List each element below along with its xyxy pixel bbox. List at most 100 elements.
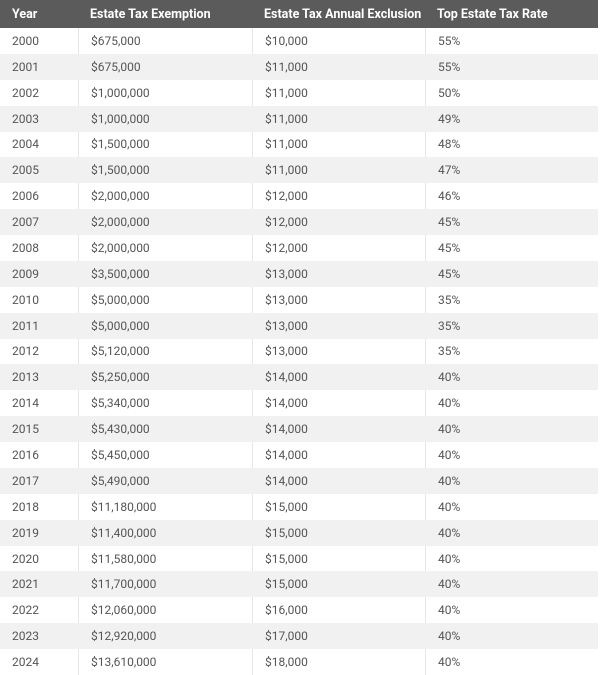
table-cell: 40% bbox=[425, 545, 598, 572]
table-cell: $13,000 bbox=[252, 312, 425, 339]
table-cell: $1,500,000 bbox=[78, 157, 252, 184]
table-cell: 40% bbox=[425, 597, 598, 624]
table-cell: $11,000 bbox=[252, 53, 425, 80]
table-cell: $14,000 bbox=[252, 364, 425, 391]
table-cell: $5,490,000 bbox=[78, 467, 252, 494]
table-cell: 2019 bbox=[0, 519, 78, 546]
header-cell: Estate Tax Exemption bbox=[78, 0, 252, 28]
table-cell: $1,000,000 bbox=[78, 79, 252, 106]
table-cell: 2011 bbox=[0, 312, 78, 339]
table-cell: $5,340,000 bbox=[78, 390, 252, 417]
table-cell: 40% bbox=[425, 416, 598, 443]
table-cell: 2003 bbox=[0, 105, 78, 132]
table-cell: $5,430,000 bbox=[78, 416, 252, 443]
table-cell: $11,400,000 bbox=[78, 519, 252, 546]
table-cell: 46% bbox=[425, 183, 598, 210]
table-cell: 55% bbox=[425, 28, 598, 54]
table-cell: $11,580,000 bbox=[78, 545, 252, 572]
table-cell: 2009 bbox=[0, 260, 78, 287]
table-cell: $12,060,000 bbox=[78, 597, 252, 624]
table-cell: $675,000 bbox=[78, 53, 252, 80]
table-cell: 2013 bbox=[0, 364, 78, 391]
table-cell: $12,920,000 bbox=[78, 623, 252, 650]
header-cell: Estate Tax Annual Exclusion bbox=[252, 0, 425, 28]
table-cell: $14,000 bbox=[252, 390, 425, 417]
table-cell: $17,000 bbox=[252, 623, 425, 650]
table-cell: 40% bbox=[425, 493, 598, 520]
table-cell: $2,000,000 bbox=[78, 183, 252, 210]
table-cell: 2023 bbox=[0, 623, 78, 650]
table-cell: $18,000 bbox=[252, 649, 425, 675]
table-cell: $1,500,000 bbox=[78, 131, 252, 158]
table-cell: $11,000 bbox=[252, 131, 425, 158]
table-cell: $15,000 bbox=[252, 545, 425, 572]
table-cell: $11,000 bbox=[252, 105, 425, 132]
table-cell: $5,000,000 bbox=[78, 312, 252, 339]
table-cell: 40% bbox=[425, 623, 598, 650]
table-cell: $15,000 bbox=[252, 519, 425, 546]
table-cell: $13,610,000 bbox=[78, 649, 252, 675]
table-cell: $11,000 bbox=[252, 157, 425, 184]
table-cell: $5,450,000 bbox=[78, 442, 252, 468]
table-cell: 47% bbox=[425, 157, 598, 184]
table-cell: 35% bbox=[425, 312, 598, 339]
table-cell: 40% bbox=[425, 519, 598, 546]
table-cell: 2006 bbox=[12, 189, 39, 204]
table-cell: 2014 bbox=[12, 396, 39, 411]
table-cell: $13,000 bbox=[252, 286, 425, 313]
table-cell: 50% bbox=[425, 79, 598, 106]
table-cell: $10,000 bbox=[252, 28, 425, 54]
table-cell: 2010 bbox=[12, 292, 39, 307]
table-cell: $3,500,000 bbox=[78, 260, 252, 287]
table-cell: $13,000 bbox=[252, 338, 425, 365]
table-cell: $5,250,000 bbox=[78, 364, 252, 391]
table-cell: 2016 bbox=[12, 448, 39, 463]
table-cell: 2004 bbox=[12, 137, 39, 152]
table-cell: $11,000 bbox=[252, 79, 425, 106]
table-cell: 40% bbox=[425, 364, 598, 391]
table-cell: 40% bbox=[425, 442, 598, 468]
header-cell: Year bbox=[0, 0, 78, 28]
table-cell: $2,000,000 bbox=[78, 209, 252, 236]
table-cell: 2012 bbox=[12, 344, 39, 359]
table-cell: $14,000 bbox=[252, 467, 425, 494]
table-cell: 45% bbox=[425, 260, 598, 287]
header-cell: Top Estate Tax Rate bbox=[425, 0, 598, 28]
table-cell: $11,700,000 bbox=[78, 571, 252, 598]
table-cell: 48% bbox=[425, 131, 598, 158]
table-cell: $13,000 bbox=[252, 260, 425, 287]
table-cell: 35% bbox=[425, 338, 598, 365]
table-cell: 2020 bbox=[12, 551, 39, 566]
table-cell: 55% bbox=[425, 53, 598, 80]
table-cell: 2015 bbox=[0, 416, 78, 443]
table-cell: $5,120,000 bbox=[78, 338, 252, 365]
table-cell: 35% bbox=[425, 286, 598, 313]
table-cell: 2018 bbox=[12, 499, 39, 514]
table-cell: 2017 bbox=[0, 467, 78, 494]
table-cell: $5,000,000 bbox=[78, 286, 252, 313]
table-cell: $12,000 bbox=[252, 235, 425, 261]
table-cell: 40% bbox=[425, 649, 598, 675]
table-cell: 2022 bbox=[12, 603, 39, 618]
table-cell: $14,000 bbox=[252, 416, 425, 443]
table-cell: 2024 bbox=[12, 655, 39, 670]
table-cell: $15,000 bbox=[252, 493, 425, 520]
table-cell: 2021 bbox=[0, 571, 78, 598]
table-cell: $15,000 bbox=[252, 571, 425, 598]
table-cell: 45% bbox=[425, 235, 598, 261]
table-cell: 40% bbox=[425, 390, 598, 417]
table-cell: $16,000 bbox=[252, 597, 425, 624]
table-cell: 2002 bbox=[12, 85, 39, 100]
table-cell: 2001 bbox=[0, 53, 78, 80]
table-cell: 2007 bbox=[0, 209, 78, 236]
table-cell: 40% bbox=[425, 571, 598, 598]
table-cell: 2000 bbox=[12, 33, 39, 48]
table-cell: 2005 bbox=[0, 157, 78, 184]
table-cell: 49% bbox=[425, 105, 598, 132]
table-cell: $675,000 bbox=[78, 28, 252, 54]
table-cell: $11,180,000 bbox=[78, 493, 252, 520]
table-cell: $2,000,000 bbox=[78, 235, 252, 261]
table-cell: 2008 bbox=[12, 240, 39, 255]
